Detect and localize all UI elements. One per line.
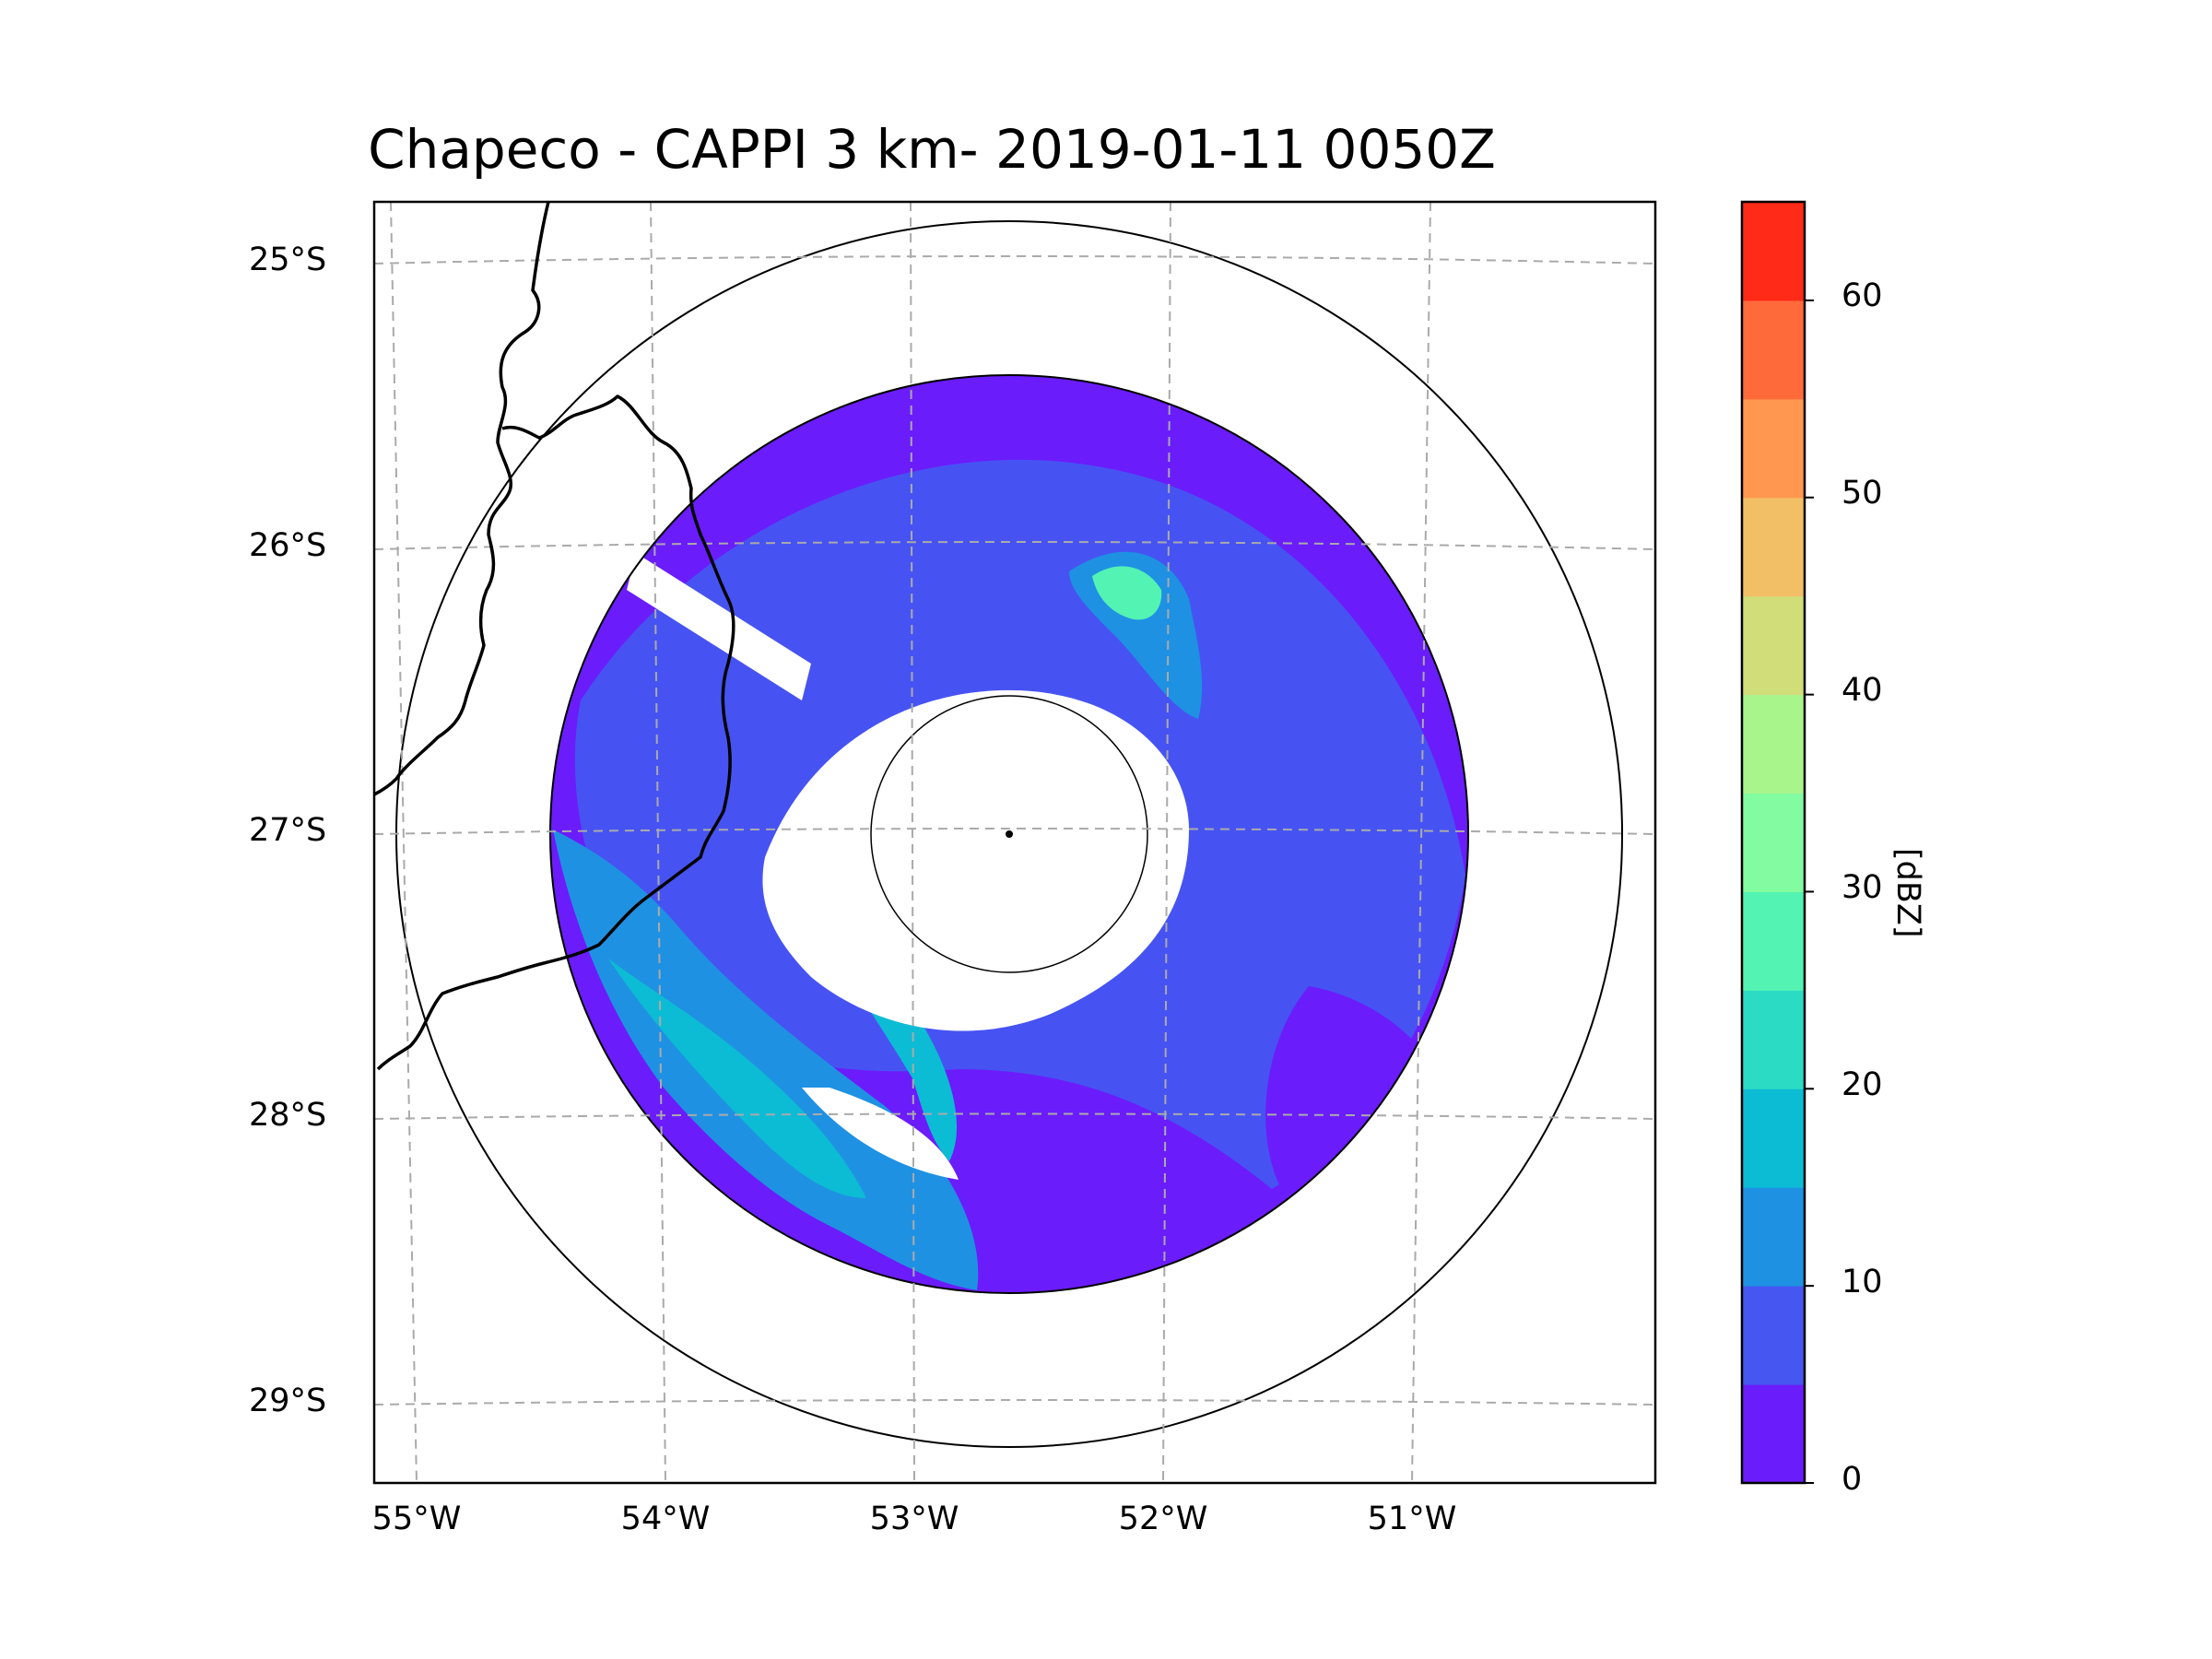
gridline-lat-27 — [374, 828, 1655, 835]
lon-label-52: 52°W — [1118, 1500, 1208, 1537]
ground-clutter-filtered-area — [762, 689, 1189, 1031]
colorbar-tick-label-50: 50 — [1841, 475, 1883, 512]
colorbar-band-15 — [1742, 1088, 1805, 1188]
colorbar-tick-label-0: 0 — [1841, 1461, 1863, 1498]
colorbar-tick-label-20: 20 — [1841, 1066, 1883, 1103]
echo-cell-north-peak — [1092, 566, 1162, 620]
lon-label-55: 55°W — [371, 1500, 462, 1537]
latitude-gridlines — [374, 255, 1655, 1406]
colorbar-band-30 — [1742, 793, 1805, 892]
beam-blockage-spoke — [627, 553, 811, 700]
lat-label-29: 29°S — [249, 1382, 327, 1419]
clutter-gap-south — [802, 1088, 959, 1180]
range-ring-inner — [870, 695, 1148, 973]
colorbar-frame — [1740, 200, 1806, 1485]
echo-region-strong-band — [811, 922, 958, 1161]
colorbar-band-20 — [1742, 990, 1805, 1089]
longitude-gridlines — [390, 202, 1431, 1483]
gridline-lon-52 — [1162, 202, 1171, 1483]
lat-label-25: 25°S — [249, 241, 327, 278]
colorbar-band-50 — [1742, 398, 1805, 499]
colorbar-title: [dBZ] — [1889, 848, 1926, 938]
lon-label-53: 53°W — [869, 1500, 959, 1537]
colorbar-tick-label-60: 60 — [1841, 277, 1883, 314]
colorbar-band-10 — [1742, 1187, 1805, 1287]
echo-region-clear-se — [1265, 986, 1438, 1189]
lon-label-51: 51°W — [1367, 1500, 1457, 1537]
colorbar-band-0 — [1742, 1384, 1805, 1484]
lat-label-28: 28°S — [249, 1097, 327, 1134]
political-borders — [374, 202, 735, 1071]
axes-frame — [372, 200, 1657, 1485]
lon-label-54: 54°W — [620, 1500, 711, 1537]
colorbar-band-60 — [1742, 202, 1805, 301]
colorbar-tick-label-30: 30 — [1841, 869, 1883, 906]
gridline-lat-29 — [374, 1399, 1655, 1406]
colorbar-tick-label-10: 10 — [1841, 1264, 1883, 1300]
lat-label-27: 27°S — [249, 812, 327, 849]
range-ring-middle — [549, 374, 1469, 1294]
border-misiones-brazil — [376, 394, 735, 1071]
figure-title: Chapeco - CAPPI 3 km- 2019-01-11 0050Z — [368, 118, 1496, 181]
border-argentina-paraguay — [374, 202, 550, 796]
gridline-lat-26 — [374, 541, 1655, 550]
radar-site-marker — [1006, 830, 1013, 838]
colorbar-band-5 — [1742, 1286, 1805, 1385]
gridline-lon-54 — [650, 202, 666, 1483]
colorbar-band-45 — [1742, 497, 1805, 597]
colorbar-band-40 — [1742, 595, 1805, 696]
lat-label-26: 26°S — [249, 527, 327, 564]
gridline-lon-51 — [1411, 202, 1431, 1483]
echo-region-strong-sw — [608, 959, 866, 1198]
colorbar-band-55 — [1742, 300, 1805, 400]
colorbar-band-25 — [1742, 891, 1805, 991]
colorbar-tick-label-40: 40 — [1841, 672, 1883, 709]
gridline-lon-53 — [910, 202, 915, 1483]
gridline-lon-55 — [390, 202, 418, 1483]
colorbar-bands — [1742, 202, 1805, 1484]
gridline-lat-25 — [374, 255, 1655, 265]
gridline-lat-28 — [374, 1112, 1655, 1120]
colorbar-band-35 — [1742, 694, 1805, 794]
colorbar-ticks — [1805, 299, 1814, 1484]
